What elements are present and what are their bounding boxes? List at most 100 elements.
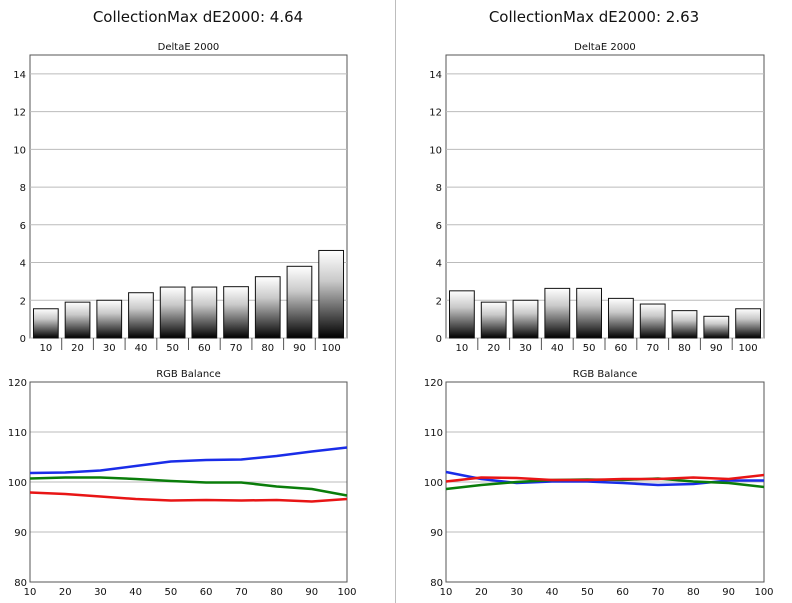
rgb-ytick-label: 120: [8, 378, 27, 389]
deltae-xtick-label: 100: [739, 343, 758, 354]
rgb-ytick-label: 100: [424, 478, 443, 489]
rgb-xtick-label: 90: [722, 587, 735, 598]
rgb-ytick-label: 90: [14, 528, 27, 539]
deltae-xtick-label: 80: [678, 343, 691, 354]
rgb-xtick-label: 30: [510, 587, 523, 598]
deltae-bar: [544, 287, 571, 339]
rgb-series-line: [445, 473, 765, 483]
rgb-xtick-label: 10: [24, 587, 37, 598]
deltae-xtick-label: 60: [615, 343, 628, 354]
rgb-xtick-label: 100: [337, 587, 356, 598]
deltae-ytick-label: 4: [20, 259, 26, 270]
rgb-plot-frame: [29, 381, 348, 583]
deltae-ytick-label: 14: [429, 70, 442, 81]
deltae-bar: [576, 287, 603, 339]
deltae-xtick-label: 50: [166, 343, 179, 354]
deltae-plot-frame: [445, 54, 765, 339]
deltae-ytick-label: 10: [429, 145, 442, 156]
deltae-ytick-label: 12: [13, 108, 26, 119]
rgb-ytick-label: 80: [430, 578, 443, 589]
rgb-xtick-label: 70: [235, 587, 248, 598]
deltae-ytick-label: 2: [436, 296, 442, 307]
panel-title-right: CollectionMax dE2000: 2.63: [488, 8, 700, 26]
rgb-xtick-label: 50: [581, 587, 594, 598]
deltae-xtick-label: 90: [710, 343, 723, 354]
rgb-ytick-label: 80: [14, 578, 27, 589]
panel-divider: [395, 0, 396, 603]
deltae-bar: [159, 286, 186, 339]
deltae-bar: [703, 315, 730, 339]
rgb-xtick-label: 80: [687, 587, 700, 598]
rgb-xtick-label: 10: [440, 587, 453, 598]
deltae-bar: [735, 308, 762, 339]
rgb-ytick-label: 90: [430, 528, 443, 539]
rgb-xtick-label: 60: [200, 587, 213, 598]
rgb-ytick-label: 110: [424, 428, 443, 439]
rgb-xtick-label: 100: [754, 587, 773, 598]
deltae-xtick-label: 60: [198, 343, 211, 354]
deltae-ytick-label: 4: [436, 259, 442, 270]
deltae-bar: [448, 290, 475, 339]
rgb-xtick-label: 90: [305, 587, 318, 598]
deltae-xtick-label: 20: [487, 343, 500, 354]
rgb-plot-frame: [445, 381, 765, 583]
deltae-ytick-label: 8: [20, 183, 26, 194]
deltae-bar: [32, 308, 59, 339]
rgb-xtick-label: 80: [270, 587, 283, 598]
rgb-ytick-label: 120: [424, 378, 443, 389]
deltae-chart-title: DeltaE 2000: [574, 42, 636, 53]
deltae-bar: [286, 265, 313, 339]
rgb-xtick-label: 50: [165, 587, 178, 598]
rgb-ytick-label: 110: [8, 428, 27, 439]
deltae-bar: [254, 276, 281, 339]
rgb-ytick-label: 100: [8, 478, 27, 489]
deltae-bar: [128, 292, 154, 339]
deltae-bar: [96, 299, 123, 339]
deltae-bar: [512, 299, 539, 339]
deltae-xtick-label: 70: [646, 343, 659, 354]
rgb-series-line: [29, 491, 348, 503]
rgb-xtick-label: 60: [616, 587, 629, 598]
deltae-xtick-label: 30: [519, 343, 532, 354]
deltae-bar: [639, 303, 666, 339]
rgb-xtick-label: 40: [129, 587, 142, 598]
rgb-series-line: [29, 476, 348, 497]
deltae-bar: [671, 310, 698, 339]
deltae-ytick-label: 14: [13, 70, 26, 81]
panel-title-left: CollectionMax dE2000: 4.64: [92, 8, 304, 26]
deltae-chart-title: DeltaE 2000: [158, 42, 220, 53]
deltae-xtick-label: 80: [261, 343, 274, 354]
rgb-chart-title: RGB Balance: [156, 369, 221, 380]
deltae-xtick-label: 50: [583, 343, 596, 354]
rgb-xtick-label: 20: [59, 587, 72, 598]
deltae-xtick-label: 70: [230, 343, 243, 354]
rgb-series-line: [29, 446, 348, 475]
deltae-ytick-label: 8: [436, 183, 442, 194]
deltae-ytick-label: 6: [436, 221, 442, 232]
rgb-xtick-label: 40: [546, 587, 559, 598]
deltae-ytick-label: 2: [20, 296, 26, 307]
deltae-ytick-label: 6: [20, 221, 26, 232]
rgb-xtick-label: 30: [94, 587, 107, 598]
deltae-bar: [318, 249, 345, 339]
deltae-ytick-label: 0: [20, 334, 26, 345]
deltae-ytick-label: 10: [13, 145, 26, 156]
deltae-bar: [223, 286, 249, 339]
deltae-xtick-label: 40: [135, 343, 148, 354]
deltae-bar: [480, 301, 507, 339]
deltae-xtick-label: 10: [456, 343, 469, 354]
rgb-xtick-label: 20: [475, 587, 488, 598]
deltae-bar: [64, 301, 91, 339]
rgb-chart-title: RGB Balance: [573, 369, 638, 380]
rgb-xtick-label: 70: [652, 587, 665, 598]
deltae-xtick-label: 20: [71, 343, 84, 354]
deltae-xtick-label: 40: [551, 343, 564, 354]
deltae-ytick-label: 0: [436, 334, 442, 345]
deltae-xtick-label: 100: [322, 343, 341, 354]
deltae-ytick-label: 12: [429, 108, 442, 119]
deltae-bar: [607, 297, 634, 339]
deltae-xtick-label: 90: [293, 343, 306, 354]
deltae-bar: [191, 286, 218, 339]
deltae-xtick-label: 30: [103, 343, 116, 354]
